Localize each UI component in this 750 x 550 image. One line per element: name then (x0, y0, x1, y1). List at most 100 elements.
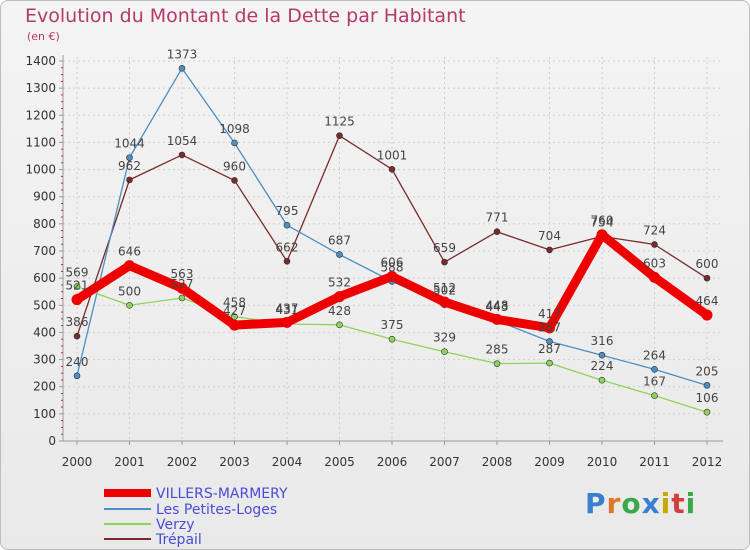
logo-letter: t (671, 487, 686, 520)
data-label: 1373 (167, 47, 198, 61)
y-tick-label: 1300 (25, 81, 56, 95)
data-label: 448 (486, 298, 509, 312)
y-tick-label: 500 (33, 298, 56, 312)
data-label: 646 (118, 245, 141, 259)
data-label: 704 (538, 229, 561, 243)
x-tick-label: 2001 (114, 455, 145, 469)
x-tick-label: 2005 (324, 455, 355, 469)
data-point (178, 294, 186, 302)
data-label: 464 (696, 294, 719, 308)
data-label: 724 (643, 223, 666, 237)
x-tick-label: 2012 (692, 455, 723, 469)
data-point (703, 408, 711, 416)
data-label: 1098 (219, 122, 250, 136)
data-label: 960 (223, 159, 246, 173)
data-point (493, 360, 501, 367)
data-label: 167 (643, 375, 666, 389)
data-label: 205 (696, 364, 719, 378)
data-label: 431 (276, 303, 299, 317)
data-label: 224 (591, 359, 614, 373)
data-point (283, 258, 291, 265)
data-label: 386 (66, 315, 89, 329)
data-label: 527 (171, 277, 194, 291)
data-label: 754 (591, 215, 614, 229)
x-tick-label: 2004 (272, 455, 303, 469)
data-label: 428 (328, 304, 351, 318)
data-label: 287 (538, 342, 561, 356)
data-label: 532 (328, 276, 351, 290)
data-point (439, 296, 450, 308)
logo-letter: P (585, 487, 607, 520)
data-point (334, 291, 345, 303)
data-point (649, 271, 660, 283)
y-tick-label: 1200 (25, 108, 56, 122)
data-point (176, 282, 188, 294)
data-point (441, 348, 448, 356)
data-point (491, 313, 503, 325)
data-point (546, 338, 553, 345)
y-tick-label: 900 (33, 190, 56, 204)
data-point (73, 283, 81, 290)
data-label: 606 (381, 256, 404, 270)
data-label: 962 (118, 159, 141, 173)
data-point (336, 251, 343, 258)
data-point (703, 382, 711, 389)
series-line-tr-pail (76, 134, 708, 337)
data-label: 760 (591, 214, 614, 228)
data-point (598, 351, 606, 359)
data-label: 600 (696, 257, 719, 271)
data-label: 375 (381, 318, 404, 332)
data-label: 659 (433, 241, 456, 255)
data-point (544, 322, 555, 334)
data-point (283, 221, 291, 229)
data-point (598, 376, 606, 384)
legend-label: Les Petites-Loges (156, 502, 277, 518)
x-tick-label: 2003 (219, 455, 250, 469)
logo-letter: i (660, 487, 672, 520)
data-label: 569 (66, 266, 89, 280)
data-label: 1054 (167, 134, 198, 148)
logo-letter: x (641, 487, 661, 520)
legend-label: Trépail (155, 532, 202, 548)
data-point (336, 132, 343, 139)
data-label: 603 (643, 256, 666, 270)
x-tick-label: 2008 (482, 455, 513, 469)
y-tick-label: 1100 (25, 135, 56, 149)
data-point (231, 139, 238, 147)
data-point (388, 166, 396, 173)
data-label: 687 (328, 234, 351, 248)
legend-label: VILLERS-MARMERY (156, 486, 288, 502)
y-tick-label: 0 (48, 434, 56, 448)
data-label: 427 (223, 304, 246, 318)
data-point (651, 241, 658, 248)
chart-unit-label: (en €) (27, 30, 60, 43)
data-label: 1125 (324, 115, 355, 129)
data-point (441, 258, 448, 266)
x-tick-label: 2009 (534, 455, 565, 469)
y-tick-label: 600 (33, 271, 56, 285)
data-label: 316 (591, 334, 614, 348)
data-label: 771 (486, 211, 509, 225)
y-tick-label: 700 (33, 244, 56, 258)
data-label: 588 (381, 260, 404, 274)
data-point (596, 229, 608, 241)
data-point (126, 176, 133, 184)
data-label: 795 (276, 204, 299, 218)
data-point (546, 359, 553, 367)
data-point (126, 301, 133, 309)
logo-letter: i (685, 487, 697, 520)
data-point (281, 316, 293, 328)
data-label: 521 (66, 279, 89, 293)
data-point (703, 274, 711, 282)
data-point (124, 260, 135, 272)
data-label: 417 (538, 307, 561, 321)
data-label: 285 (486, 343, 509, 357)
data-point (651, 392, 658, 399)
data-point (701, 309, 713, 321)
data-label: 662 (276, 240, 299, 254)
y-tick-label: 200 (33, 380, 56, 394)
y-tick-label: 300 (33, 353, 56, 367)
data-point (388, 335, 396, 343)
